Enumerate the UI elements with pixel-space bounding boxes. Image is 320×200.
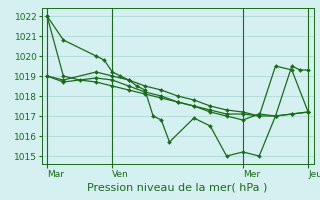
X-axis label: Pression niveau de la mer( hPa ): Pression niveau de la mer( hPa ) xyxy=(87,183,268,193)
